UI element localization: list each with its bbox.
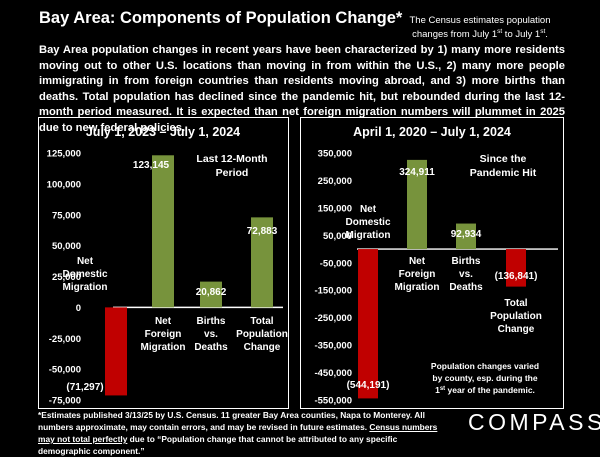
bar-value-label: 20,862 [196, 287, 227, 298]
bar-value-label: 92,934 [451, 229, 482, 240]
period-note: Period [216, 167, 249, 179]
category-label: Change [498, 324, 535, 335]
category-label: Migration [395, 282, 440, 293]
footnote-underlined: Census numbers may not total perfectly [38, 422, 438, 444]
y-tick-label: 25,000 [52, 272, 81, 283]
y-tick-label: 50,000 [52, 241, 81, 252]
bar-value-label: 123,145 [133, 160, 170, 171]
bar [152, 155, 174, 308]
y-tick-label: -550,000 [314, 396, 352, 407]
category-label: Net [409, 256, 426, 267]
category-label: Deaths [449, 282, 483, 293]
bar [105, 307, 127, 396]
category-label: vs. [459, 269, 473, 280]
period-note: Last 12-Month [196, 153, 267, 165]
y-tick-label: 250,000 [318, 176, 352, 187]
chart-title: July 1, 2023 – July 1, 2024 [86, 125, 240, 139]
chart-panel-last-12-months: July 1, 2023 – July 1, 2024 125,000 100,00… [38, 117, 289, 409]
annotation-text: year of the pandemic. [445, 385, 535, 395]
category-label: Change [244, 342, 281, 353]
intro-paragraph: Bay Area population changes in recent ye… [39, 44, 565, 134]
census-date-note: The Census estimates population changes … [398, 15, 562, 40]
annotation-text: Population changes varied [431, 361, 539, 371]
chart-title: April 1, 2020 – July 1, 2024 [353, 125, 511, 139]
bar [251, 217, 273, 308]
category-label: Births [197, 316, 226, 327]
category-label: Net [360, 204, 377, 215]
bar-value-label: (71,297) [66, 382, 103, 393]
category-label: Net [155, 316, 172, 327]
category-label: Population [236, 329, 288, 340]
compass-logo: COMPASS [468, 409, 600, 435]
period-note: Pandemic Hit [470, 167, 537, 179]
category-label: Foreign [145, 329, 182, 340]
y-tick-label: 150,000 [318, 203, 352, 214]
period-note: Since the [480, 153, 527, 165]
census-note-part-b: to July 1 [502, 29, 541, 41]
category-label: Population [490, 311, 542, 322]
category-label: Migration [141, 342, 186, 353]
y-tick-label: -50,000 [49, 365, 81, 376]
bar-value-label: 324,911 [399, 167, 435, 178]
annotation-sup: st [440, 386, 445, 392]
page-title: Bay Area: Components of Population Chang… [39, 9, 403, 27]
y-tick-label: -75,000 [49, 396, 81, 407]
bar [407, 159, 427, 250]
bar-value-label: (136,841) [495, 271, 538, 282]
category-label: Births [452, 256, 481, 267]
census-note-part-a: changes from July 1 [412, 29, 498, 41]
bar-value-label: 72,883 [247, 226, 278, 237]
y-tick-label: -350,000 [314, 341, 352, 352]
category-label: Migration [63, 282, 108, 293]
category-label: Migration [346, 230, 391, 241]
bar-value-label: (544,191) [347, 380, 390, 391]
annotation-text: by county, esp. during the [432, 373, 537, 383]
census-note-sup-a: st [497, 28, 503, 35]
annotation-line: 1st year of the pandemic. [435, 385, 535, 395]
category-label: Deaths [194, 342, 228, 353]
y-tick-label: 100,000 [47, 179, 81, 190]
y-tick-label: -25,000 [49, 334, 81, 345]
census-note-line1: The Census estimates population [409, 15, 551, 26]
y-tick-label: 125,000 [47, 149, 81, 160]
y-tick-label: -450,000 [314, 368, 352, 379]
category-label: Total [504, 298, 527, 309]
y-tick-label: 0 [76, 303, 81, 314]
y-tick-label: -50,000 [320, 258, 352, 269]
category-label: Total [250, 316, 273, 327]
category-label: vs. [204, 329, 218, 340]
annotation-line: by county, esp. during the [432, 373, 537, 383]
bar [456, 223, 476, 250]
category-label: Domestic [345, 217, 390, 228]
category-label: Net [77, 256, 94, 267]
annotation-line: Population changes varied [431, 361, 539, 371]
y-tick-label: -250,000 [314, 313, 352, 324]
y-tick-label: 75,000 [52, 210, 81, 221]
footnote-text: *Estimates published 3/13/25 by U.S. Cen… [38, 410, 425, 432]
annotation-text: 1 [435, 385, 440, 395]
census-note-sup-b: st [540, 28, 546, 35]
bar [358, 249, 378, 399]
chart-last-12-months: July 1, 2023 – July 1, 2024 125,000 100,00… [47, 125, 288, 407]
bar [506, 249, 526, 287]
y-tick-label: 350,000 [318, 149, 352, 160]
chart-panel-since-pandemic: April 1, 2020 – July 1, 2024 350,000 250,0… [300, 117, 564, 409]
y-tick-label: 50,000 [323, 231, 352, 242]
y-tick-label: -150,000 [314, 286, 352, 297]
bar [200, 281, 222, 308]
category-label: Foreign [399, 269, 436, 280]
census-note-part-c: . [545, 29, 548, 41]
category-label: Domestic [62, 269, 107, 280]
